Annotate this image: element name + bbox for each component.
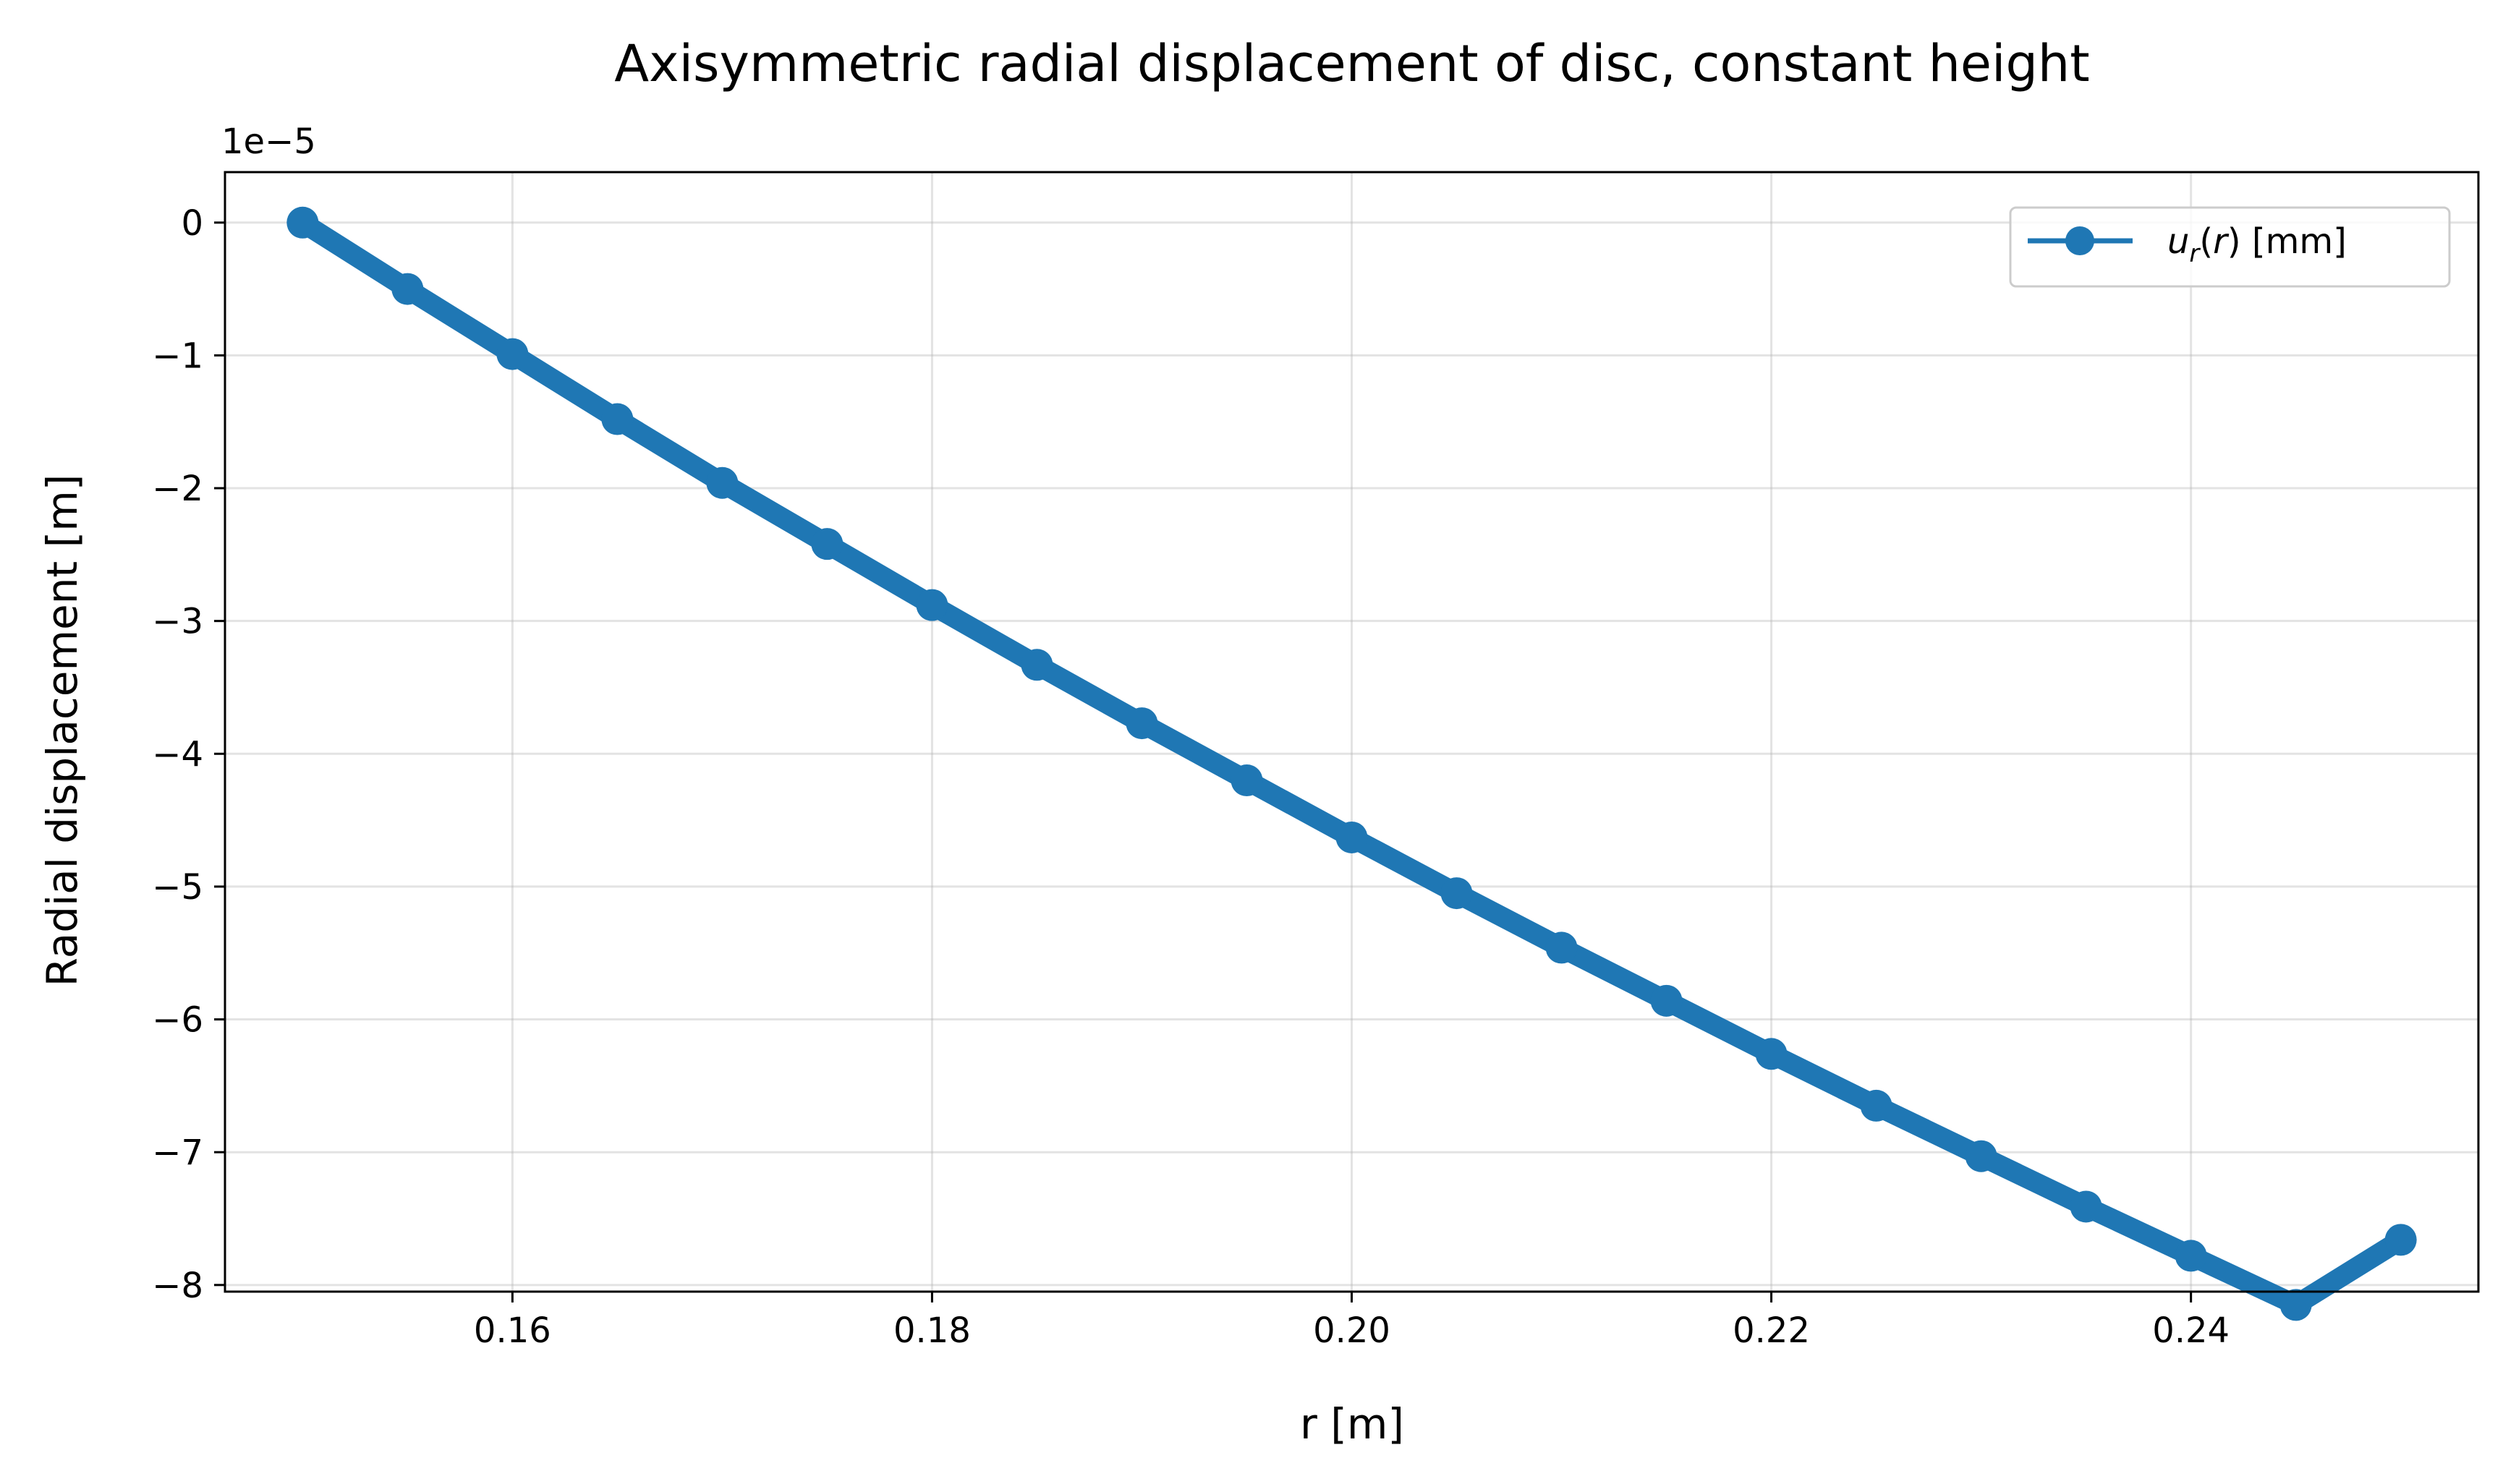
data-point	[601, 403, 634, 435]
legend-label-paren-open: (	[2199, 221, 2213, 262]
data-point	[496, 338, 529, 370]
x-tick-label: 0.18	[893, 1310, 971, 1351]
data-point	[1965, 1140, 1997, 1172]
legend-frame	[2009, 206, 2451, 288]
data-point	[1545, 931, 1578, 964]
data-point	[1755, 1038, 1788, 1070]
data-point	[706, 466, 739, 499]
legend-marker-sample	[2065, 226, 2094, 255]
y-tick-label: −8	[152, 1266, 203, 1306]
data-point	[1650, 984, 1683, 1017]
data-point	[1231, 764, 1263, 797]
y-axis-label: Radial displacement [m]	[38, 474, 87, 987]
chart-title: Axisymmetric radial displacement of disc…	[614, 34, 2089, 93]
legend-label-arg: r	[2213, 221, 2230, 262]
data-point	[1860, 1089, 1892, 1122]
grid	[225, 172, 2478, 1292]
data-point	[1335, 821, 1368, 853]
data-point	[2070, 1190, 2102, 1223]
data-point	[2175, 1240, 2207, 1272]
series-layer	[286, 206, 2417, 1321]
x-tick-label: 0.24	[2152, 1310, 2230, 1351]
y-tick-label: −4	[152, 734, 203, 775]
data-point	[391, 273, 424, 305]
x-axis-label: r [m]	[1300, 1399, 1404, 1449]
legend-label-u: u	[2167, 221, 2189, 262]
y-axis-ticks: 0 −1 −2 −3 −4 −5 −6 −7 −8	[152, 203, 225, 1306]
x-tick-label: 0.22	[1733, 1310, 1810, 1351]
data-point	[2279, 1289, 2312, 1321]
y-offset-label: 1e−5	[221, 121, 316, 162]
legend-label-sub: r	[2189, 239, 2201, 268]
x-tick-label: 0.20	[1313, 1310, 1390, 1351]
y-tick-label: −1	[152, 336, 203, 376]
legend: ur(r) [mm]	[2009, 206, 2451, 288]
data-point	[1440, 877, 1473, 910]
legend-label-rest: ) [mm]	[2227, 221, 2347, 262]
data-point	[916, 589, 948, 621]
x-tick-label: 0.16	[474, 1310, 551, 1351]
data-point	[2384, 1224, 2417, 1256]
y-tick-label: −2	[152, 469, 203, 509]
y-tick-label: −5	[152, 867, 203, 908]
data-point	[286, 206, 319, 239]
data-point	[1126, 707, 1158, 740]
data-point	[1021, 649, 1053, 681]
y-tick-label: −3	[152, 602, 203, 642]
legend-label: ur(r) [mm]	[2167, 221, 2347, 268]
data-point	[811, 528, 843, 560]
y-tick-label: −6	[152, 1000, 203, 1041]
x-axis-ticks: 0.16 0.18 0.20 0.22 0.24	[474, 1292, 2230, 1351]
y-tick-label: −7	[152, 1133, 203, 1173]
y-tick-label: 0	[181, 203, 203, 244]
